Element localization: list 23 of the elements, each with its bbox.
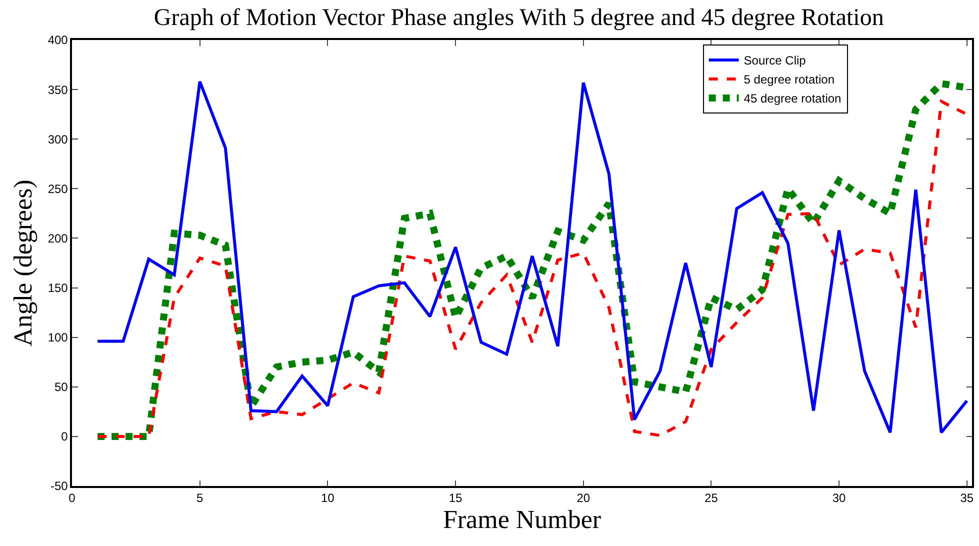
x-tick-label: 10 — [321, 491, 335, 506]
y-tick-label: 150 — [48, 280, 68, 295]
x-tick-label: 30 — [832, 491, 846, 506]
x-axis-title: Frame Number — [442, 505, 602, 534]
x-tick-label: 35 — [960, 491, 974, 506]
x-tick-label: 20 — [576, 491, 590, 506]
y-tick-label: 0 — [61, 430, 68, 444]
legend-label: 45 degree rotation — [744, 92, 842, 106]
y-tick-label: 400 — [48, 33, 68, 48]
y-axis-title: Angle (degrees) — [8, 180, 38, 346]
x-tick-label: 25 — [704, 491, 718, 506]
y-tick-label: 50 — [54, 380, 68, 394]
y-tick-label: -50 — [50, 479, 68, 494]
x-tick-label: 5 — [196, 491, 204, 506]
x-tick-label: 15 — [448, 491, 463, 506]
legend-label: Source Clip — [744, 54, 806, 68]
y-tick-label: 250 — [48, 182, 68, 196]
y-tick-label: 300 — [48, 132, 68, 146]
y-tick-label: 200 — [48, 231, 68, 246]
y-tick-label: 100 — [48, 330, 68, 345]
y-tick-label: 350 — [48, 82, 68, 97]
legend-label: 5 degree rotation — [744, 72, 835, 87]
chart-title: Graph of Motion Vector Phase angles With 5 degree and 45 degree Rotation — [154, 4, 884, 31]
